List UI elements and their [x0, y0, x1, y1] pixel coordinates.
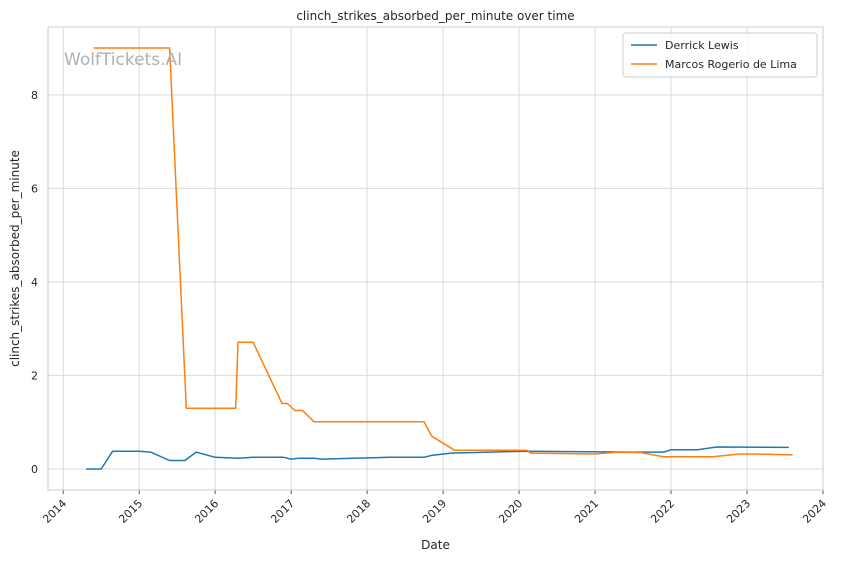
legend: Derrick Lewis Marcos Rogerio de Lima [622, 32, 818, 78]
x-tick-label: 2016 [192, 497, 221, 526]
legend-label-derrick-lewis: Derrick Lewis [665, 39, 739, 52]
x-axis-label: Date [421, 538, 450, 552]
x-tick-labels: 2014 2015 2016 2017 2018 2019 2020 2021 2022 2023… [40, 497, 829, 526]
x-tick-label: 2015 [116, 497, 145, 526]
legend-box [622, 32, 818, 78]
x-tick-label: 2021 [572, 497, 601, 526]
x-tick-label: 2019 [420, 497, 449, 526]
x-tick-label: 2014 [40, 497, 69, 526]
x-tick-label: 2024 [800, 497, 829, 526]
series-layer [86, 47, 793, 470]
y-tick-label: 6 [31, 182, 38, 195]
watermark: WolfTickets.AI [64, 50, 182, 70]
grid [48, 27, 824, 494]
y-axis-label: clinch_strikes_absorbed_per_minute [8, 150, 22, 367]
series-line-derrick-lewis [86, 446, 789, 470]
x-tick-label: 2018 [344, 497, 373, 526]
y-tick-label: 2 [31, 369, 38, 382]
y-tick-label: 8 [31, 89, 38, 102]
y-tick-label: 0 [31, 463, 38, 476]
y-tick-label: 4 [31, 276, 38, 289]
plot-frame [47, 26, 824, 491]
chart-title: clinch_strikes_absorbed_per_minute over … [296, 9, 574, 23]
x-tick-label: 2022 [648, 497, 677, 526]
series-line-marcos-rogerio-de-lima [93, 47, 793, 458]
y-tick-labels: 0 2 4 6 8 [31, 89, 38, 476]
x-tick-label: 2020 [496, 497, 525, 526]
legend-label-marcos-rogerio-de-lima: Marcos Rogerio de Lima [665, 58, 797, 71]
x-tick-label: 2023 [724, 497, 753, 526]
x-tick-label: 2017 [268, 497, 297, 526]
